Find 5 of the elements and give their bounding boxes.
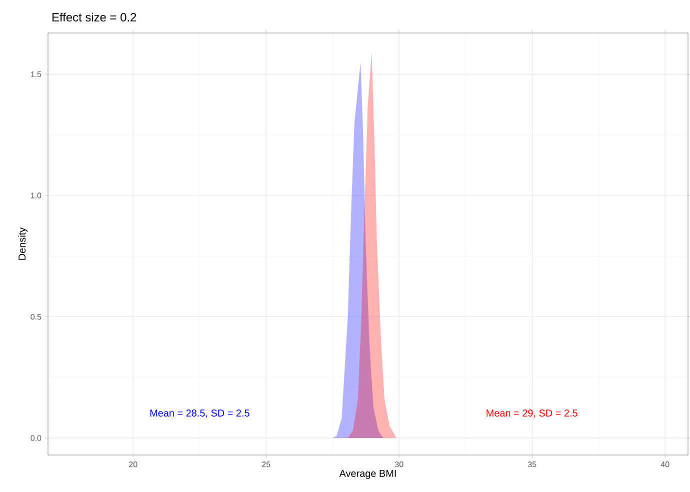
annotation: Mean = 29, SD = 2.5 xyxy=(486,410,578,418)
x-axis-title: Average BMI xyxy=(339,470,396,479)
y-axis-title: Density xyxy=(18,227,28,260)
annotation: Mean = 28.5, SD = 2.5 xyxy=(150,410,250,418)
chart-title: Effect size = 0.2 xyxy=(52,12,136,22)
